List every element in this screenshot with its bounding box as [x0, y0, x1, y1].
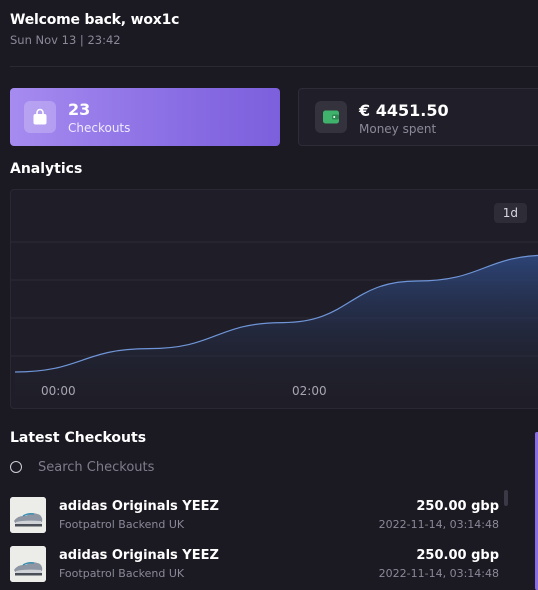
product-price: 250.00 gbp: [416, 548, 499, 563]
x-tick-label: 00:00: [41, 384, 76, 398]
store-name: Footpatrol Backend UK: [59, 518, 185, 531]
wallet-icon: [315, 101, 347, 133]
money-spent-card[interactable]: € 4451.50 Money spent: [298, 88, 538, 146]
chart-plot: [11, 241, 538, 408]
shopping-bag-icon: [24, 101, 56, 133]
checkouts-card[interactable]: 23 Checkouts: [10, 88, 280, 146]
analytics-title: Analytics: [10, 161, 83, 177]
header: Welcome back, wox1c Sun Nov 13 | 23:42: [10, 12, 179, 47]
product-price: 250.00 gbp: [416, 499, 499, 514]
latest-checkouts-title: Latest Checkouts: [10, 430, 147, 446]
product-image: [10, 546, 46, 582]
money-spent-label: Money spent: [359, 122, 437, 136]
side-panel-edge: [535, 432, 538, 590]
series-area: [15, 255, 538, 408]
header-divider: [10, 66, 538, 67]
welcome-text: Welcome back, wox1c: [10, 12, 180, 28]
checkout-row[interactable]: adidas Originals YEEZ Footpatrol Backend…: [10, 497, 500, 533]
series-line: [14, 254, 538, 373]
checkout-date: 2022-11-14, 03:14:48: [378, 518, 499, 531]
search-icon: [10, 461, 22, 473]
checkouts-label: Checkouts: [68, 121, 131, 135]
search-input[interactable]: Search Checkouts: [38, 459, 155, 475]
analytics-chart: 1d 00:00 02:00: [10, 189, 538, 409]
search-checkouts[interactable]: Search Checkouts: [10, 458, 154, 476]
product-image: [10, 497, 46, 533]
range-1d-button[interactable]: 1d: [493, 203, 527, 223]
datetime-text: Sun Nov 13 | 23:42: [10, 33, 121, 47]
product-name: adidas Originals YEEZ: [59, 499, 219, 514]
money-spent-value: € 4451.50: [359, 101, 449, 120]
x-tick-label: 02:00: [292, 384, 327, 398]
checkout-date: 2022-11-14, 03:14:48: [378, 567, 499, 580]
checkouts-count: 23: [68, 100, 91, 119]
list-scrollbar[interactable]: [504, 490, 508, 506]
checkout-row[interactable]: adidas Originals YEEZ Footpatrol Backend…: [10, 546, 500, 582]
store-name: Footpatrol Backend UK: [59, 567, 185, 580]
product-name: adidas Originals YEEZ: [59, 548, 219, 563]
